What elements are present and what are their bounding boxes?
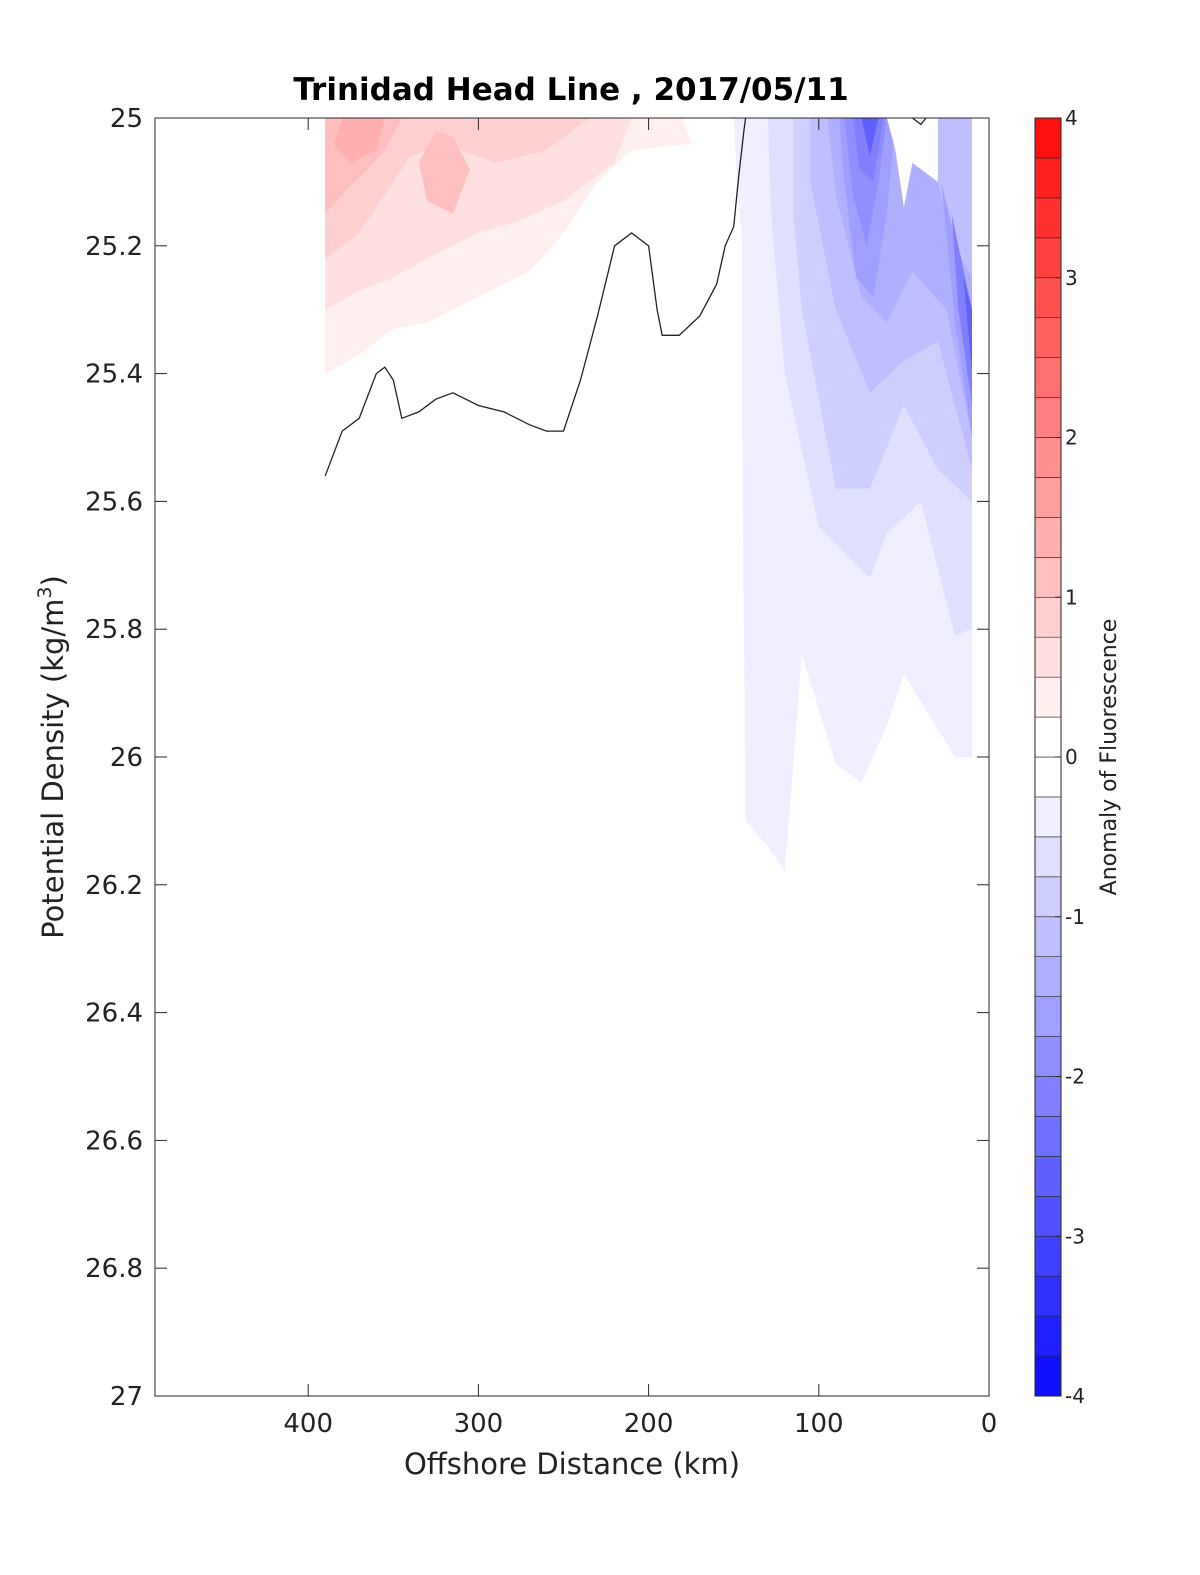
colorbar-segment [1034, 796, 1062, 838]
contour-region-14 [852, 118, 884, 182]
colorbar-segment [1034, 716, 1062, 758]
colorbar-segment [1034, 397, 1062, 438]
contour-region-16 [861, 118, 879, 157]
y-tick-label: 26.2 [85, 871, 143, 901]
y-tick-label: 25 [110, 104, 143, 134]
colorbar-tick-label: 3 [1065, 266, 1078, 290]
chart-title: Trinidad Head Line , 2017/05/11 [293, 72, 848, 108]
y-axis-label: Potential Density (kg/m3) [34, 575, 70, 939]
colorbar-tick-label: 1 [1065, 585, 1078, 609]
y-axis-label-text: Potential Density (kg/m [36, 599, 70, 939]
colorbar-segment [1034, 1076, 1062, 1117]
colorbar-segment [1034, 676, 1062, 718]
colorbar-segment [1034, 117, 1062, 159]
zero-contour-line [324, 117, 747, 477]
contour-region-12 [941, 181, 972, 438]
x-axis-label: Offshore Distance (km) [404, 1447, 740, 1481]
y-tick-label: 25.4 [85, 360, 143, 390]
colorbar-segment [1034, 1116, 1062, 1157]
y-tick-label: 25.2 [85, 232, 143, 262]
colorbar-tick-label: -4 [1065, 1384, 1085, 1408]
x-tick-label: 100 [794, 1409, 844, 1439]
y-tick-label: 27 [110, 1382, 143, 1412]
colorbar: -4 -3 -2 -1 0 1 2 3 4 [1034, 106, 1085, 1408]
colorbar-segment [1034, 557, 1062, 598]
y-tick-label: 26.8 [85, 1254, 143, 1284]
colorbar-tick-label: 0 [1065, 745, 1078, 769]
colorbar-segment [1034, 1156, 1062, 1197]
colorbar-tick-label: 2 [1065, 426, 1078, 450]
colorbar-segment [1034, 1275, 1062, 1317]
contour-region-5 [333, 118, 385, 163]
contour-lines-group [324, 117, 927, 477]
y-tick-label: 26.4 [85, 999, 143, 1029]
x-tick-label: 200 [624, 1409, 674, 1439]
colorbar-segment [1034, 1196, 1062, 1237]
colorbar-segment [1034, 1315, 1062, 1357]
colorbar-segment [1034, 996, 1062, 1037]
colorbar-segment [1034, 1235, 1062, 1277]
colorbar-segment [1034, 357, 1062, 398]
x-tick-label: 400 [283, 1409, 333, 1439]
colorbar-tick-label: -3 [1065, 1224, 1085, 1248]
contour-region-17 [963, 277, 972, 374]
colorbar-tick-label: -2 [1065, 1065, 1085, 1089]
colorbar-segment [1034, 317, 1062, 358]
contour-region-4 [418, 130, 470, 214]
y-tick-label: 25.6 [85, 487, 143, 517]
y-axis-label-close: ) [36, 575, 70, 586]
colorbar-segment [1034, 517, 1062, 558]
colorbar-segment [1034, 437, 1062, 478]
contour-fill-group [325, 118, 972, 872]
colorbar-segment [1034, 916, 1062, 957]
x-tick-label: 0 [981, 1409, 998, 1439]
colorbar-segment [1034, 237, 1062, 279]
colorbar-segment [1034, 756, 1062, 798]
colorbar-tick-label: -1 [1065, 905, 1085, 929]
zero-contour-line-small [912, 117, 927, 126]
colorbar-segment [1034, 157, 1062, 199]
colorbar-label: Anomaly of Fluorescence [1097, 619, 1122, 896]
colorbar-segment [1034, 197, 1062, 239]
colorbar-segment [1034, 1355, 1062, 1397]
colorbar-tick-label: 4 [1065, 106, 1078, 130]
colorbar-segment [1034, 477, 1062, 518]
colorbar-segment [1034, 876, 1062, 918]
colorbar-segment [1034, 636, 1062, 678]
contour-region-2 [325, 118, 589, 259]
y-axis-label-superscript: 3 [34, 586, 56, 598]
colorbar-segment [1034, 956, 1062, 997]
x-axis: 400 300 200 100 0 [283, 118, 997, 1439]
contour-region-18 [886, 118, 938, 208]
colorbar-segment [1034, 277, 1062, 318]
y-tick-label: 26 [110, 743, 143, 773]
y-tick-label: 26.6 [85, 1126, 143, 1156]
colorbar-segment [1034, 1036, 1062, 1077]
colorbar-segment [1034, 596, 1062, 638]
colorbar-segment [1034, 836, 1062, 878]
y-axis: 25 25.2 25.4 25.6 25.8 26 26.2 26.4 26.6 26.8 27 [85, 104, 989, 1412]
x-tick-label: 300 [454, 1409, 504, 1439]
y-tick-label: 25.8 [85, 615, 143, 645]
contour-region-15 [951, 213, 972, 406]
